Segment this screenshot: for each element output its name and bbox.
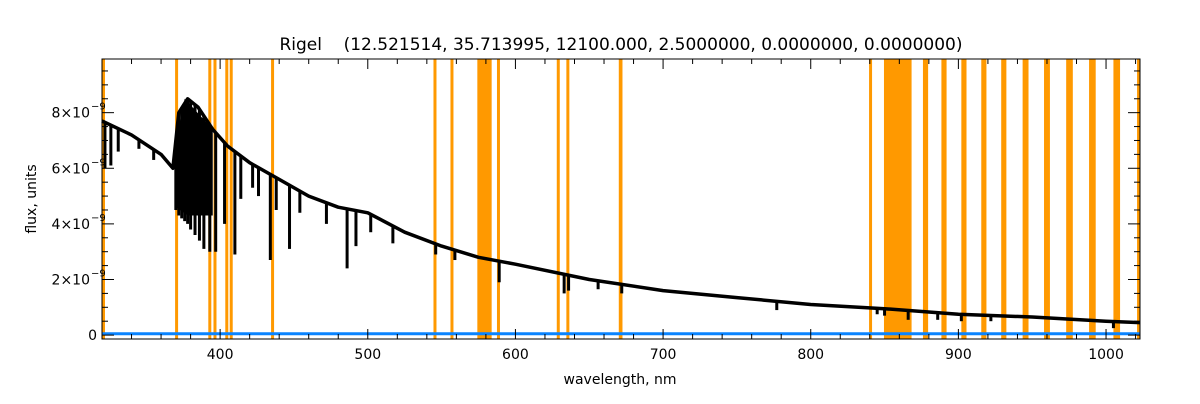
masked-region-band <box>229 59 233 339</box>
y-tick-labels: 02×10 −94×10 −96×10 −98×10 −9 <box>52 102 106 344</box>
y-tick-exponent: −9 <box>91 102 106 113</box>
y-tick-label: 4×10 <box>52 217 90 233</box>
masked-region-band <box>869 59 873 339</box>
masked-region-band <box>981 59 987 339</box>
masked-region-band <box>618 59 623 339</box>
y-tick-label: 8×10 <box>52 106 90 122</box>
plot-frame <box>101 58 1141 340</box>
x-tick-label: 400 <box>207 347 234 363</box>
masked-region-band <box>556 59 560 339</box>
x-tick-label: 900 <box>945 347 972 363</box>
axis-ticks <box>101 59 1140 339</box>
x-tick-label: 600 <box>502 347 529 363</box>
masked-region-band <box>1022 59 1029 339</box>
masked-region-band <box>1001 59 1007 339</box>
y-tick-exponent: −9 <box>91 213 106 224</box>
masked-region-band <box>1044 59 1050 339</box>
y-tick-label: 6×10 <box>52 161 90 177</box>
x-axis-label: wavelength, nm <box>564 372 677 388</box>
y-tick-exponent: −9 <box>91 268 106 279</box>
x-tick-labels: 400 500 600 700 800 900 1000 <box>207 347 1124 363</box>
x-tick-label: 800 <box>797 347 824 363</box>
masked-region-band <box>271 59 275 339</box>
x-tick-label: 1000 <box>1088 347 1124 363</box>
x-tick-label: 500 <box>354 347 381 363</box>
masked-region-band <box>433 59 437 339</box>
masked-region-band <box>883 59 912 339</box>
masked-region-band <box>496 59 500 339</box>
masked-region-band <box>922 59 929 339</box>
masked-region-band <box>1066 59 1073 339</box>
flux-series-line <box>101 97 1141 325</box>
masked-region-band <box>225 59 229 339</box>
masked-region-band <box>1113 59 1121 339</box>
masked-regions <box>102 59 1141 339</box>
y-tick-exponent: −9 <box>91 157 106 168</box>
masked-region-band <box>450 59 454 339</box>
masked-region-band <box>961 59 967 339</box>
masked-region-band <box>566 59 570 339</box>
y-tick-label: 0 <box>88 328 97 344</box>
balmer-jump-region <box>175 98 213 216</box>
chart-title: Rigel (12.521514, 35.713995, 12100.000, … <box>279 35 962 55</box>
masked-region-band <box>941 59 947 339</box>
y-tick-label: 2×10 <box>52 272 90 288</box>
masked-region-band <box>1089 59 1096 339</box>
x-tick-label: 700 <box>650 347 677 363</box>
masked-region-band <box>1137 59 1141 339</box>
y-axis-label: flux, units <box>24 164 40 233</box>
masked-region-band <box>102 59 105 339</box>
masked-region-band <box>477 59 492 339</box>
absorption-lines <box>103 98 1115 329</box>
